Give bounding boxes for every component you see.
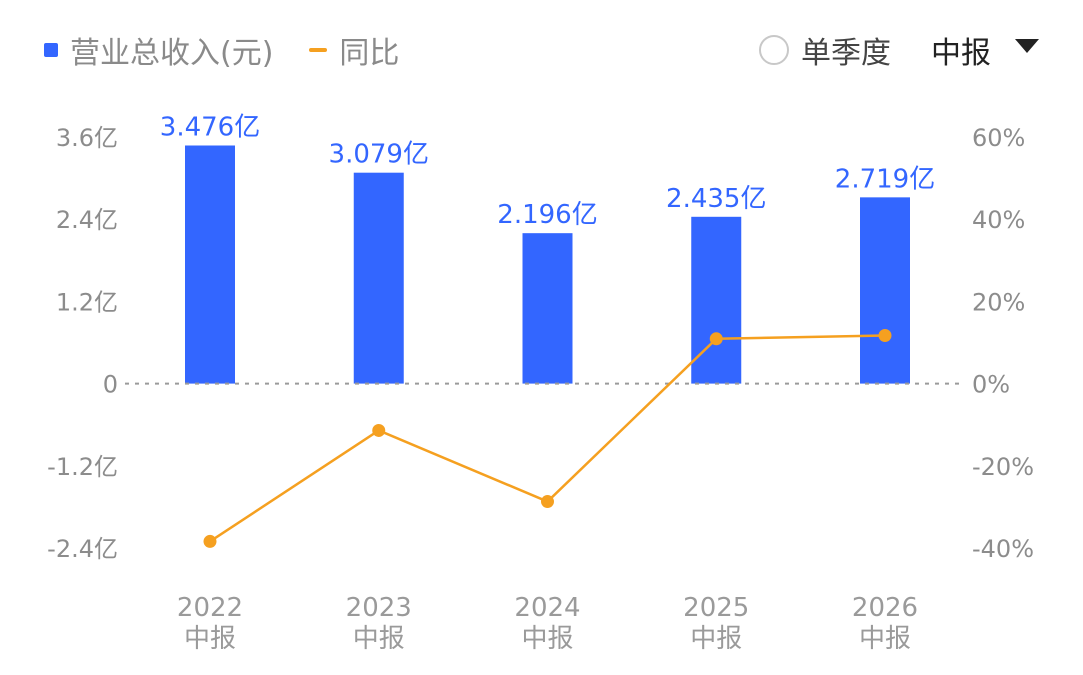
right-axis-tick-label: -40% xyxy=(972,535,1034,563)
legend-item-revenue[interactable]: 营业总收入(元) xyxy=(44,28,273,72)
legend-revenue-label: 营业总收入(元) xyxy=(70,36,274,71)
revenue-bar xyxy=(353,172,404,384)
right-axis-tick-label: 20% xyxy=(972,288,1025,316)
category-period-label: 中报 xyxy=(690,624,742,654)
right-axis-tick-label: 40% xyxy=(972,206,1025,234)
left-axis-tick-label: 1.2亿 xyxy=(56,288,118,316)
legend-line-swatch xyxy=(309,48,328,52)
single-quarter-label[interactable]: 单季度 xyxy=(801,36,891,71)
chevron-down-icon[interactable] xyxy=(1015,39,1039,53)
category-period-label: 中报 xyxy=(353,624,405,654)
bar-value-label: 3.079亿 xyxy=(329,140,429,170)
bar-value-label: 2.719亿 xyxy=(835,164,935,194)
right-axis-tick-label: -20% xyxy=(972,453,1034,481)
bar-value-label: 2.196亿 xyxy=(497,200,597,230)
chart-controls: 单季度 中报 xyxy=(759,28,1039,72)
category-period-label: 中报 xyxy=(859,624,911,654)
left-axis-tick-label: 0 xyxy=(103,371,118,399)
category-year-label: 2022 xyxy=(177,593,243,623)
right-axis-tick-label: 0% xyxy=(972,371,1010,399)
single-quarter-radio[interactable] xyxy=(759,35,789,65)
revenue-bar xyxy=(860,197,910,384)
yoy-point xyxy=(878,329,892,343)
bar-value-label: 3.476亿 xyxy=(160,112,260,142)
category-year-label: 2026 xyxy=(852,593,918,623)
yoy-point xyxy=(541,495,554,509)
left-axis-tick-label: -1.2亿 xyxy=(47,453,118,481)
left-axis-tick-label: 3.6亿 xyxy=(56,124,118,152)
category-year-label: 2024 xyxy=(514,593,580,623)
legend-bar-swatch xyxy=(44,43,58,57)
left-axis-tick-label: 2.4亿 xyxy=(56,206,118,234)
category-year-label: 2025 xyxy=(683,593,749,623)
revenue-bar xyxy=(522,233,573,384)
legend-yoy-label: 同比 xyxy=(339,36,400,71)
legend-item-yoy[interactable]: 同比 xyxy=(309,28,399,72)
revenue-bar xyxy=(185,145,235,384)
revenue-bar xyxy=(691,216,742,384)
bar-value-label: 2.435亿 xyxy=(666,184,766,214)
left-axis-tick-label: -2.4亿 xyxy=(47,535,118,563)
category-period-label: 中报 xyxy=(184,624,236,654)
right-axis-tick-label: 60% xyxy=(972,124,1025,152)
yoy-point xyxy=(372,423,386,437)
yoy-point xyxy=(203,534,217,548)
yoy-point xyxy=(709,332,723,346)
chart-legend: 营业总收入(元) 同比 xyxy=(44,28,435,72)
category-period-label: 中报 xyxy=(521,624,573,654)
category-year-label: 2023 xyxy=(346,593,412,623)
period-select-value[interactable]: 中报 xyxy=(931,36,991,71)
